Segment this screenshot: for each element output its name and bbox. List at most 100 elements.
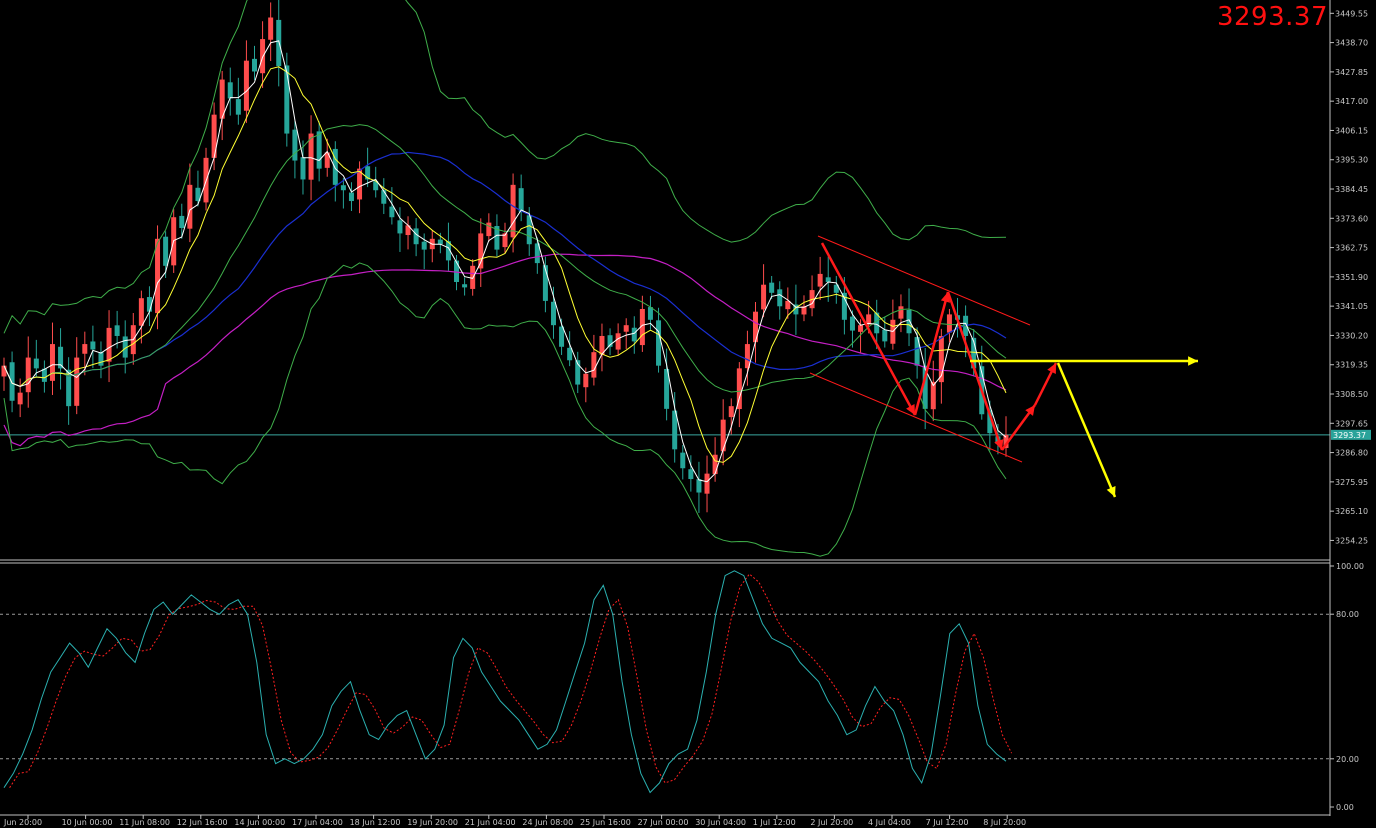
candle-body [146, 297, 152, 312]
candle-body [114, 325, 120, 336]
candle-body [478, 233, 484, 269]
ma-blue-line [3, 151, 1007, 388]
candle-body [41, 368, 47, 382]
candle-body [656, 320, 662, 366]
candle-body [49, 344, 55, 381]
candle-body [930, 381, 936, 410]
candle-body [324, 152, 330, 168]
wave-down-arrow-2-head [994, 439, 1004, 450]
projection-down-arrow [1056, 362, 1117, 498]
candle-body [704, 473, 710, 494]
candle-body [106, 327, 112, 362]
price-tick-label: 3286.80 [1335, 449, 1368, 458]
wave-up-arrow [913, 291, 950, 416]
candle-body [9, 362, 15, 401]
ma-yellow-line [3, 66, 1007, 463]
candle-body [744, 344, 750, 369]
candle-body [898, 306, 904, 319]
candle-body [348, 192, 354, 202]
price-tick-label: 3395.30 [1335, 156, 1368, 165]
channel-lower-line [809, 372, 1023, 463]
candle-body [413, 228, 419, 245]
candle-body [591, 352, 597, 378]
candle-body [647, 307, 653, 320]
price-tick-label: 3275.95 [1335, 478, 1368, 487]
candle-body [308, 133, 314, 180]
time-tick-label: 21 Jun 04:00 [465, 818, 516, 827]
price-tick-label: 3449.55 [1335, 9, 1368, 18]
time-tick-label: 7 Jul 12:00 [926, 818, 969, 827]
candle-body [664, 368, 670, 409]
candle-body [567, 347, 573, 361]
candle-body [841, 292, 847, 320]
candle-body [922, 365, 928, 409]
candle-body [575, 360, 581, 385]
price-tick-label: 3308.50 [1335, 390, 1368, 399]
candle-body [1003, 434, 1009, 448]
candle-body [510, 184, 516, 238]
candle-body [874, 312, 880, 334]
time-tick-label: 4 Jul 04:00 [868, 818, 911, 827]
candle-body [373, 181, 379, 191]
candle-body [542, 265, 548, 301]
candle-body [243, 60, 249, 111]
time-tick-label: 18 Jun 12:00 [350, 818, 401, 827]
candle-body [817, 273, 823, 287]
candle-body [292, 129, 298, 161]
candle-body [252, 58, 257, 72]
candle-body [454, 260, 460, 282]
price-tick-label: 3297.65 [1335, 419, 1368, 428]
candle-body [583, 373, 589, 388]
oscillator-tick-label: 100.00 [1336, 562, 1364, 571]
time-tick-label: 17 Jun 04:00 [292, 818, 343, 827]
bollinger-upper-line [3, 0, 1007, 334]
candle-body [462, 284, 468, 288]
candle-body [688, 469, 694, 480]
bollinger-mid-line [3, 124, 1007, 393]
price-tick-label: 3319.35 [1335, 361, 1368, 370]
wave-down-arrow-head [906, 404, 915, 415]
candle-body [906, 309, 912, 334]
candle-body [712, 454, 718, 475]
candle-body [559, 326, 565, 347]
current-price-label: 3293.37 [1216, 2, 1328, 32]
oscillator-tick-label: 20.00 [1336, 755, 1359, 764]
candle-body [17, 392, 23, 405]
price-tick-label: 3330.20 [1335, 331, 1368, 340]
candle-body [769, 282, 775, 293]
candle-body [550, 301, 556, 326]
time-tick-label: 12 Jun 16:00 [177, 818, 228, 827]
time-tick-label: 14 Jun 00:00 [234, 818, 285, 827]
price-tick-label: 3438.70 [1335, 39, 1368, 48]
time-tick-label: 30 Jun 04:00 [695, 818, 746, 827]
wave-down-arrow [820, 242, 917, 416]
candle-body [607, 335, 613, 347]
price-tick-label: 3384.45 [1335, 185, 1368, 194]
candle-body [882, 329, 888, 342]
candle-body [793, 304, 799, 315]
candle-body [728, 406, 734, 418]
candle-body [858, 325, 864, 332]
candle-body [365, 166, 371, 180]
candle-body [833, 284, 839, 293]
candle-body [825, 277, 831, 282]
candle-body [82, 344, 88, 354]
candle-body [849, 316, 855, 331]
candle-body [332, 148, 338, 185]
candle-body [25, 357, 31, 393]
ma-magenta-line [3, 253, 1007, 447]
candle-body [696, 479, 702, 493]
candle-body [615, 333, 621, 350]
candle-body [357, 168, 363, 200]
channel-upper-line [817, 235, 1031, 326]
candle-body [163, 236, 169, 266]
candle-body [801, 306, 807, 315]
candle-body [639, 308, 645, 346]
current-price-tag-label: 3293.37 [1333, 431, 1366, 440]
candle-body [672, 410, 678, 450]
candle-body [187, 184, 193, 229]
time-tick-label: 10 Jun 00:00 [62, 818, 113, 827]
stochastic-main-line [3, 570, 1007, 794]
candle-body [397, 220, 403, 234]
